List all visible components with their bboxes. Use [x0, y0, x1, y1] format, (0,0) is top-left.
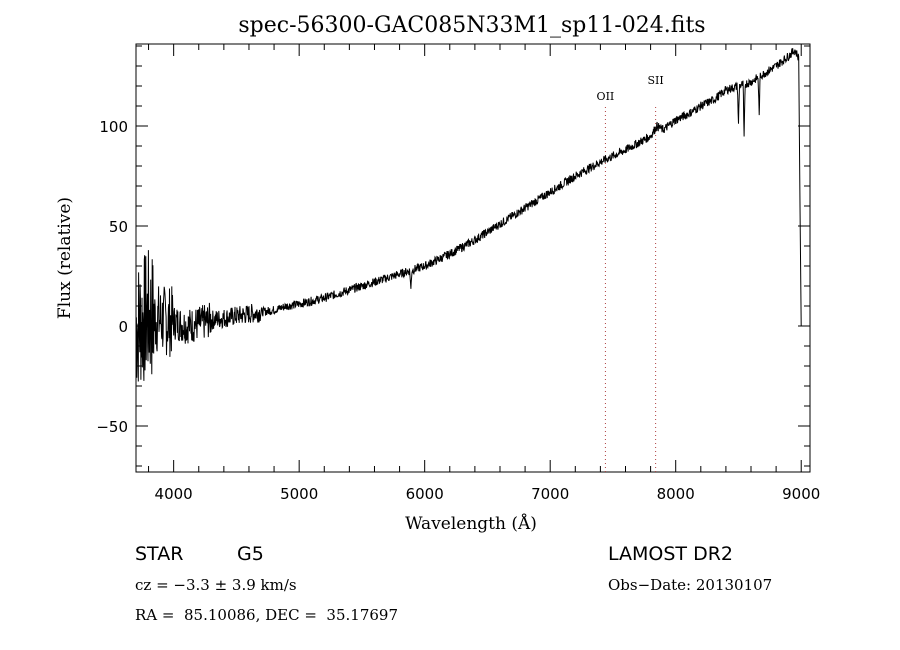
x-tick-label-4: 8000: [657, 485, 695, 503]
y-tick-label-0: −50: [96, 418, 128, 436]
spectrum-line: [135, 48, 802, 382]
x-tick-label-3: 7000: [531, 485, 569, 503]
object-type-label: STAR: [135, 543, 183, 565]
y-tick-label-3: 100: [99, 118, 128, 136]
y-tick-label-2: 50: [109, 218, 128, 236]
x-tick-label-5: 9000: [782, 485, 820, 503]
axis-ticks: [136, 44, 810, 472]
plot-frame: [135, 43, 811, 473]
x-tick-label-0: 4000: [155, 485, 193, 503]
x-tick-labels: 4000 5000 6000 7000 8000 9000: [155, 485, 821, 503]
x-axis-label: Wavelength (Å): [405, 513, 537, 534]
y-axis-label: Flux (relative): [55, 197, 75, 319]
obs-date-label: Obs−Date: 20130107: [608, 576, 772, 594]
redshift-label: cz = −3.3 ± 3.9 km/s: [135, 576, 297, 594]
chart-title: spec-56300-GAC085N33M1_sp11-024.fits: [238, 13, 705, 38]
survey-label: LAMOST DR2: [608, 543, 733, 565]
y-tick-labels: −50 0 50 100: [96, 118, 128, 436]
x-tick-label-1: 5000: [280, 485, 318, 503]
x-tick-label-2: 6000: [406, 485, 444, 503]
y-tick-label-1: 0: [118, 318, 128, 336]
coordinates-label: RA = 85.10086, DEC = 35.17697: [135, 606, 398, 624]
line-label-OII: OII: [597, 90, 615, 103]
line-annotations: OII SII: [597, 74, 664, 472]
line-label-SII: SII: [648, 74, 664, 87]
subclass-label: G5: [237, 543, 264, 565]
